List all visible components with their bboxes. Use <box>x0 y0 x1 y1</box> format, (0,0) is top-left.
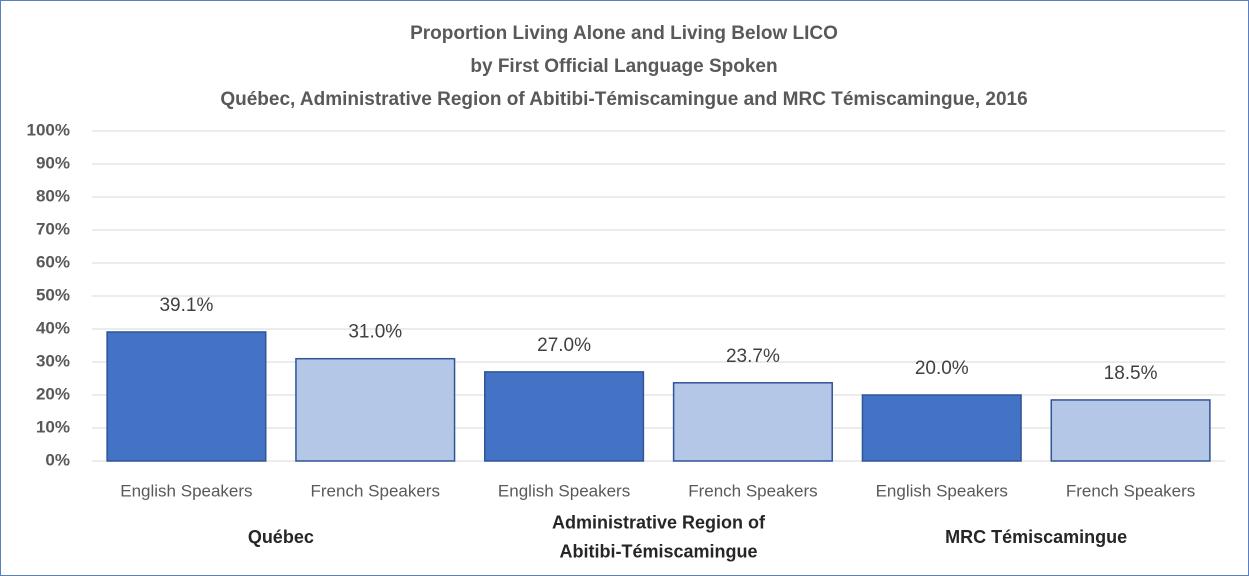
group-label: MRC Témiscamingue <box>945 527 1127 547</box>
group-label: Abitibi-Témiscamingue <box>559 541 757 561</box>
y-tick-label: 100% <box>27 120 70 139</box>
y-tick-label: 10% <box>36 417 70 436</box>
chart-title: Québec, Administrative Region of Abitibi… <box>220 89 1027 110</box>
value-label: 20.0% <box>915 358 969 379</box>
bar <box>106 331 267 462</box>
y-tick-label: 90% <box>36 153 70 172</box>
y-tick-label: 70% <box>36 219 70 238</box>
y-tick-label: 80% <box>36 186 70 205</box>
y-tick-label: 0% <box>45 450 70 469</box>
value-label: 27.0% <box>537 335 591 356</box>
y-tick-label: 20% <box>36 384 70 403</box>
x-tick-label: English Speakers <box>120 481 252 500</box>
value-label: 18.5% <box>1104 363 1158 384</box>
group-label: Administrative Region of <box>552 512 766 532</box>
y-tick-label: 40% <box>36 318 70 337</box>
x-tick-label: French Speakers <box>1066 481 1195 500</box>
x-tick-label: French Speakers <box>688 481 817 500</box>
x-tick-label: English Speakers <box>498 481 630 500</box>
x-tick-label: English Speakers <box>876 481 1008 500</box>
y-tick-label: 30% <box>36 351 70 370</box>
value-label: 23.7% <box>726 346 780 367</box>
group-label: Québec <box>248 527 314 547</box>
chart-title: Proportion Living Alone and Living Below… <box>410 23 838 44</box>
value-label: 39.1% <box>159 295 213 316</box>
bar <box>861 394 1022 462</box>
value-label: 31.0% <box>348 322 402 343</box>
chart-title: by First Official Language Spoken <box>470 56 777 77</box>
y-tick-label: 60% <box>36 252 70 271</box>
x-tick-label: French Speakers <box>311 481 440 500</box>
bar <box>1050 399 1211 462</box>
bar <box>484 371 645 462</box>
bar <box>672 382 833 462</box>
y-tick-label: 50% <box>36 285 70 304</box>
bar <box>295 357 456 462</box>
